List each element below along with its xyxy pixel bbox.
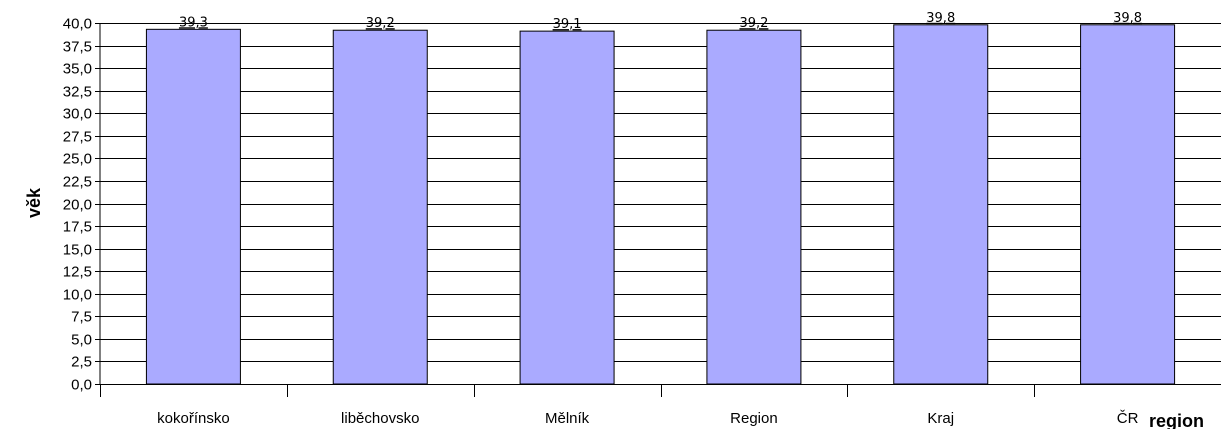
category-labels: kokořínsko liběchovsko Mělník Region Kraj ČR — [157, 410, 1138, 427]
category-label: kokořínsko — [157, 410, 230, 427]
category-label: Kraj — [927, 410, 954, 427]
y-tick-label: 17,5 — [63, 219, 92, 236]
bar — [332, 29, 428, 385]
grid-lines — [95, 23, 1221, 385]
bar — [519, 30, 615, 385]
y-tick-label: 7,5 — [71, 309, 92, 326]
category-label: Region — [730, 410, 778, 427]
data-labels: 39,3 39,2 39,1 39,2 39,8 39,8 — [179, 11, 1142, 32]
bar — [145, 28, 241, 385]
data-label: 39,8 — [926, 11, 955, 26]
data-label: 39,2 — [739, 16, 768, 31]
y-tick-label: 0,0 — [71, 377, 92, 394]
y-tick-label: 35,0 — [63, 61, 92, 78]
x-axis — [100, 384, 1221, 397]
y-tick-label: 27,5 — [63, 129, 92, 146]
bar — [1080, 24, 1176, 385]
y-tick-label: 40,0 — [63, 16, 92, 33]
y-tick-label: 32,5 — [63, 84, 92, 101]
y-tick-label: 2,5 — [71, 354, 92, 371]
category-label: Mělník — [545, 410, 590, 427]
y-axis-title: věk — [24, 187, 44, 218]
bar — [893, 24, 989, 385]
category-label: liběchovsko — [341, 410, 419, 427]
x-axis-title: region — [1149, 411, 1204, 429]
category-label: ČR — [1117, 410, 1139, 427]
y-tick-label: 10,0 — [63, 287, 92, 304]
y-tick-label: 30,0 — [63, 106, 92, 123]
y-tick-label: 5,0 — [71, 332, 92, 349]
bar — [706, 29, 802, 385]
y-tick-label: 20,0 — [63, 197, 92, 214]
data-label: 39,1 — [553, 17, 582, 32]
data-label: 39,3 — [179, 15, 208, 30]
data-label: 39,2 — [366, 16, 395, 31]
y-tick-label: 15,0 — [63, 242, 92, 259]
y-tick-label: 37,5 — [63, 39, 92, 56]
bars — [145, 24, 1176, 385]
y-tick-label: 12,5 — [63, 264, 92, 281]
y-tick-labels: 0,0 2,5 5,0 7,5 10,0 12,5 15,0 17,5 20,0 22,5 25,0… — [63, 16, 92, 394]
data-label: 39,8 — [1113, 11, 1142, 26]
y-tick-label: 22,5 — [63, 174, 92, 191]
y-tick-label: 25,0 — [63, 151, 92, 168]
